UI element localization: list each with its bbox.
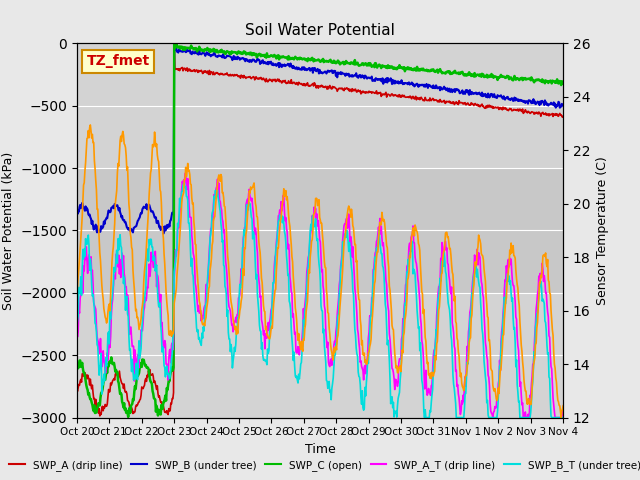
SWI	[380, 218, 387, 224]
SWP_A (drip line)	[96, 413, 104, 419]
SWP_A_T (drip line)	[559, 405, 567, 410]
SWI	[73, 290, 81, 296]
SWP_A (drip line)	[82, 372, 90, 378]
SWP_B_T (under tree)	[180, 180, 188, 185]
SWI	[559, 403, 567, 408]
SWI	[132, 307, 140, 312]
Y-axis label: Soil Water Potential (kPa): Soil Water Potential (kPa)	[2, 151, 15, 310]
Line: SWI: SWI	[77, 125, 563, 418]
SWI	[86, 122, 94, 128]
SWP_B (under tree)	[159, 231, 167, 237]
Bar	[77, 168, 563, 293]
SWP_A_T (drip line)	[182, 170, 189, 176]
SWP_B (under tree)	[559, 103, 567, 109]
SWI	[394, 370, 401, 375]
Line: SWP_C (open): SWP_C (open)	[77, 43, 563, 417]
SWP_C (open)	[73, 364, 81, 370]
SWP_B (under tree)	[132, 224, 140, 229]
SWP_C (open)	[170, 40, 178, 46]
SWP_B (under tree)	[170, 42, 178, 48]
Title: Soil Water Potential: Soil Water Potential	[245, 23, 395, 38]
SWP_B (under tree)	[82, 204, 90, 209]
SWP_A_T (drip line)	[132, 354, 140, 360]
Text: TZ_fmet: TZ_fmet	[86, 54, 150, 69]
SWP_A (drip line)	[170, 41, 178, 47]
SWP_B_T (under tree)	[132, 370, 140, 375]
SWP_B (under tree)	[394, 78, 402, 84]
SWP_A (drip line)	[394, 94, 402, 100]
SWI	[82, 160, 90, 166]
SWP_C (open)	[394, 65, 402, 71]
SWP_A (drip line)	[380, 92, 388, 97]
SWP_A_T (drip line)	[394, 384, 401, 389]
X-axis label: Time: Time	[305, 443, 335, 456]
SWP_B (under tree)	[73, 206, 81, 212]
SWP_A_T (drip line)	[489, 415, 497, 420]
SWP_C (open)	[132, 380, 140, 385]
SWP_A (drip line)	[182, 66, 190, 72]
SWI	[207, 255, 215, 261]
SWP_B_T (under tree)	[82, 236, 90, 241]
SWP_A (drip line)	[559, 113, 567, 119]
Y-axis label: Sensor Temperature (C): Sensor Temperature (C)	[596, 156, 609, 305]
SWP_A_T (drip line)	[73, 327, 81, 333]
SWP_B_T (under tree)	[73, 324, 81, 329]
SWP_C (open)	[380, 63, 388, 69]
SWP_A_T (drip line)	[207, 226, 215, 231]
SWP_C (open)	[208, 48, 216, 54]
SWP_A_T (drip line)	[380, 240, 387, 246]
Line: SWP_A (drip line): SWP_A (drip line)	[77, 44, 563, 416]
SWP_C (open)	[124, 414, 132, 420]
Line: SWP_A_T (drip line): SWP_A_T (drip line)	[77, 173, 563, 418]
SWP_B_T (under tree)	[394, 403, 401, 409]
SWP_C (open)	[559, 80, 567, 86]
SWP_B_T (under tree)	[207, 225, 215, 230]
SWP_A_T (drip line)	[82, 257, 90, 263]
SWP_A_T (drip line)	[181, 171, 189, 177]
SWP_C (open)	[82, 377, 90, 383]
SWP_B_T (under tree)	[559, 415, 567, 420]
SWI	[557, 415, 565, 420]
Line: SWP_B_T (under tree): SWP_B_T (under tree)	[77, 182, 563, 418]
SWP_A (drip line)	[208, 70, 216, 75]
Line: SWP_B (under tree): SWP_B (under tree)	[77, 45, 563, 234]
SWP_B (under tree)	[208, 52, 216, 58]
SWP_A (drip line)	[73, 385, 81, 391]
SWP_C (open)	[182, 45, 190, 50]
SWP_A (drip line)	[132, 402, 140, 408]
SWP_B_T (under tree)	[420, 415, 428, 420]
SWP_B_T (under tree)	[380, 265, 387, 271]
SWP_B (under tree)	[380, 78, 388, 84]
Legend: SWP_A (drip line), SWP_B (under tree), SWP_C (open), SWP_A_T (drip line), SWP_B_: SWP_A (drip line), SWP_B (under tree), S…	[5, 456, 640, 475]
SWI	[182, 165, 189, 170]
SWP_B (under tree)	[182, 49, 190, 55]
SWP_B_T (under tree)	[182, 184, 189, 190]
